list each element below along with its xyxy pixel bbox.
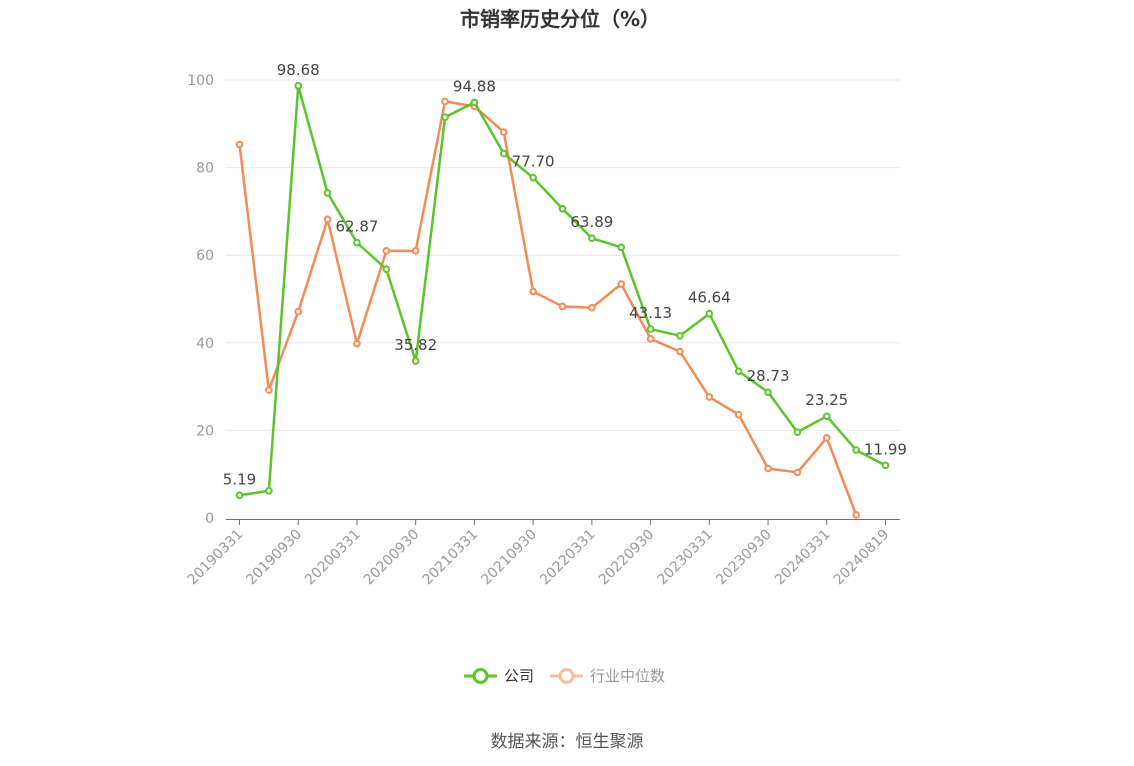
grid-layer xyxy=(226,79,900,431)
company-point xyxy=(852,446,860,454)
industry-median-point xyxy=(588,303,596,312)
industry-median-series-line xyxy=(238,100,858,516)
company-point xyxy=(441,113,449,122)
x-tick-label: 20190331 xyxy=(185,527,247,589)
industry-median-point xyxy=(411,247,420,255)
industry-median-point xyxy=(676,347,684,356)
company-point xyxy=(558,204,567,213)
company-point xyxy=(676,331,684,340)
legend-company-marker xyxy=(472,668,489,684)
company-data-label: 28.73 xyxy=(747,367,790,385)
company-point xyxy=(353,238,361,247)
industry-median-point xyxy=(646,335,655,343)
y-tick-label: 20 xyxy=(196,423,214,439)
company-data-label: 77.70 xyxy=(512,153,555,171)
industry-median-point xyxy=(441,97,449,106)
x-tick-label: 20200930 xyxy=(361,527,423,589)
y-tick-label: 100 xyxy=(187,73,214,89)
company-series-line xyxy=(239,84,887,497)
company-point xyxy=(588,234,596,242)
industry-median-point xyxy=(382,247,391,255)
company-point xyxy=(734,367,743,376)
company-point xyxy=(646,325,655,333)
industry-median-point xyxy=(353,339,361,348)
company-point xyxy=(881,461,890,470)
company-data-label: 23.25 xyxy=(805,391,848,409)
x-tick-label: 20240819 xyxy=(831,527,893,589)
industry-median-point xyxy=(705,393,714,401)
legend-industry-marker xyxy=(558,668,575,684)
x-tick-label: 20210930 xyxy=(478,527,540,589)
x-tick-label: 20210331 xyxy=(420,527,482,589)
company-point xyxy=(705,309,714,318)
company-data-label: 46.64 xyxy=(688,289,731,307)
x-tick-label: 20240331 xyxy=(772,527,834,589)
company-data-label: 62.87 xyxy=(335,218,378,236)
industry-median-point xyxy=(793,468,802,477)
x-tick-label: 20200331 xyxy=(302,527,364,589)
company-point xyxy=(382,265,391,274)
company-data-label: 98.68 xyxy=(277,61,320,79)
company-point xyxy=(793,428,802,436)
company-point xyxy=(323,189,332,197)
company-point xyxy=(294,81,303,90)
company-point xyxy=(411,357,420,365)
x-tick-label: 20220930 xyxy=(596,527,658,589)
company-data-label: 43.13 xyxy=(629,304,672,322)
company-data-label: 63.89 xyxy=(570,213,613,231)
industry-median-point xyxy=(323,215,332,224)
chart-title: 市销率历史分位（%） xyxy=(460,7,660,31)
industry-median-point xyxy=(294,307,303,316)
company-point xyxy=(617,243,626,252)
industry-median-point xyxy=(734,410,743,419)
series-layer xyxy=(235,81,890,519)
company-point xyxy=(470,98,479,107)
industry-median-point xyxy=(822,434,831,442)
industry-median-point xyxy=(617,280,626,288)
industry-median-point xyxy=(558,302,567,311)
company-data-label: 35.82 xyxy=(394,336,437,354)
company-data-label: 94.88 xyxy=(453,77,496,95)
company-data-label: 5.19 xyxy=(223,470,256,488)
legend: 公司 行业中位数 xyxy=(464,667,665,685)
company-point xyxy=(265,487,273,495)
industry-median-point xyxy=(529,287,537,296)
y-tick-label: 80 xyxy=(196,161,214,177)
company-point xyxy=(822,412,831,420)
industry-median-point xyxy=(499,128,508,136)
company-point xyxy=(235,491,244,500)
legend-item-industry-median[interactable]: 行业中位数 xyxy=(550,667,665,685)
legend-company-label: 公司 xyxy=(504,667,534,685)
y-tick-label: 0 xyxy=(205,511,214,527)
source-note: 数据来源：恒生聚源 xyxy=(491,732,644,752)
y-tick-label: 60 xyxy=(196,248,214,264)
data-label-layer: 5.19 98.68 62.87 35.82 94.88 77.70 63.89 43.13 4… xyxy=(223,61,907,488)
industry-median-point xyxy=(265,386,273,394)
x-tick-label: 20230930 xyxy=(713,527,775,589)
legend-item-company[interactable]: 公司 xyxy=(464,667,534,685)
industry-median-point xyxy=(764,464,772,473)
company-point xyxy=(529,173,537,182)
x-tick-label: 20230331 xyxy=(654,527,716,589)
x-tick-label: 20220331 xyxy=(537,527,599,589)
company-point xyxy=(499,149,508,158)
x-tick-label: 20190930 xyxy=(243,527,305,589)
y-tick-label: 40 xyxy=(196,336,214,352)
industry-median-point xyxy=(235,140,244,149)
industry-median-point xyxy=(852,511,860,519)
legend-industry-label: 行业中位数 xyxy=(590,667,665,685)
company-point xyxy=(764,388,772,396)
company-data-label: 11.99 xyxy=(864,440,907,458)
